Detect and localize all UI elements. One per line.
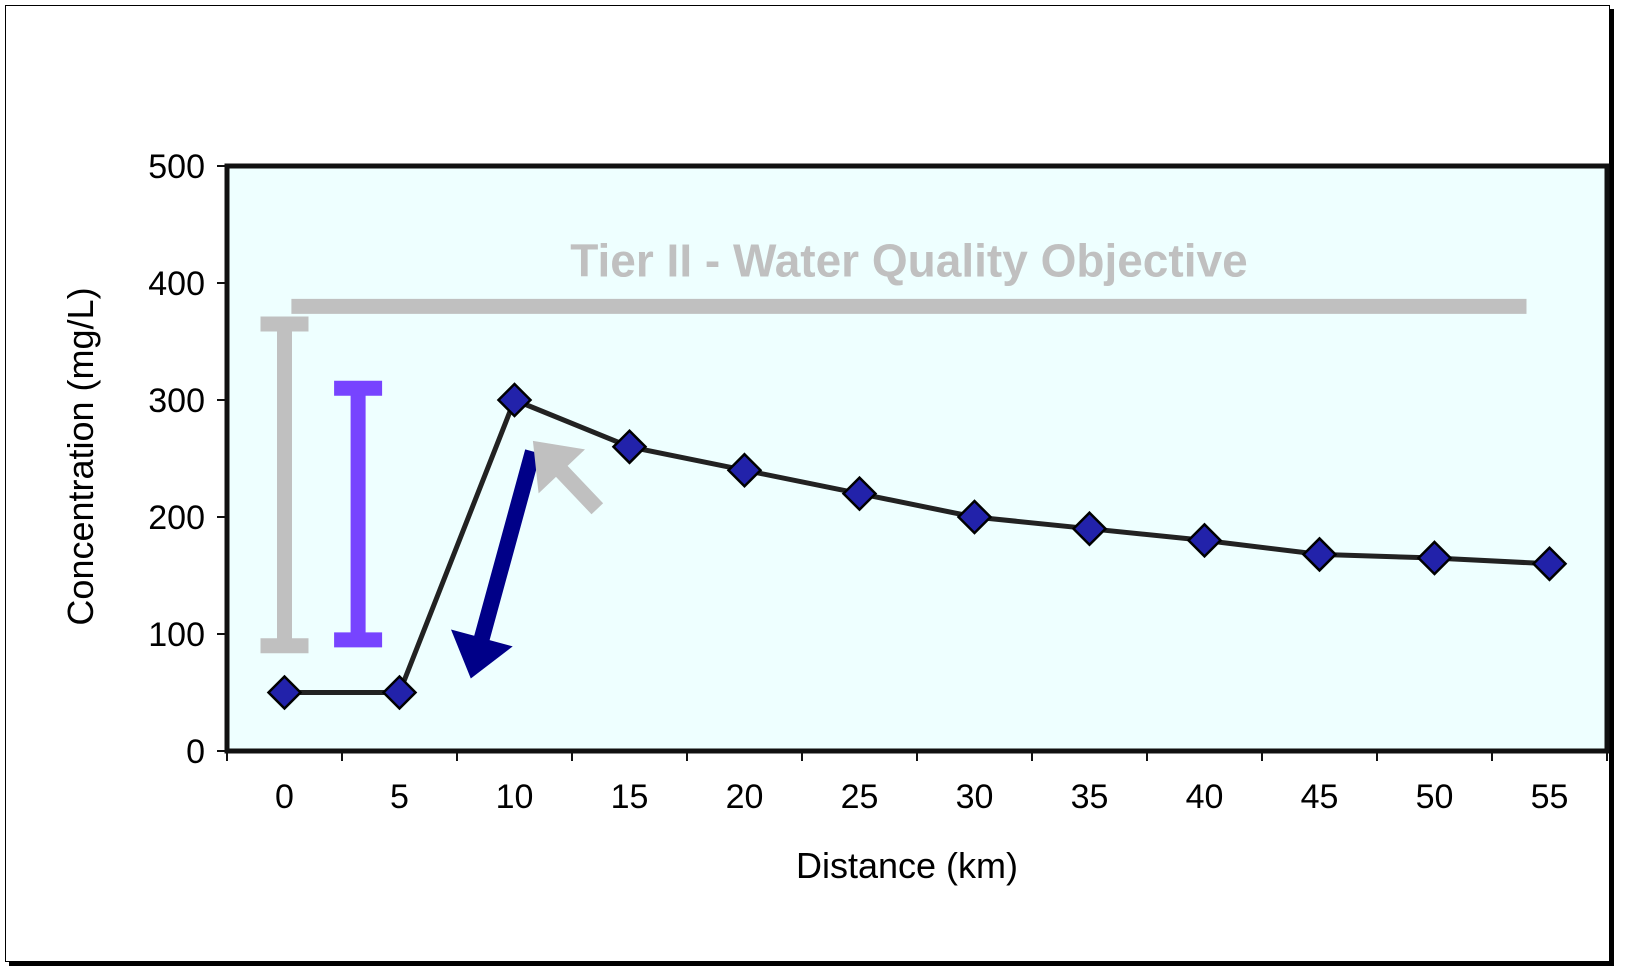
x-tick-label: 15 xyxy=(611,778,649,816)
data-point xyxy=(1416,540,1453,576)
data-point xyxy=(266,674,303,711)
x-tick-label: 20 xyxy=(726,778,764,816)
y-tick-label: 500 xyxy=(148,148,205,186)
data-point xyxy=(841,475,878,512)
y-tick-label: 400 xyxy=(148,265,205,303)
data-point xyxy=(381,674,418,711)
x-tick-label: 5 xyxy=(390,778,409,816)
series-line xyxy=(284,397,1550,695)
range-bar xyxy=(334,380,383,648)
data-point xyxy=(1186,522,1223,559)
x-tick-label: 35 xyxy=(1071,778,1109,816)
x-tick-label: 45 xyxy=(1301,778,1339,816)
data-point xyxy=(611,429,648,465)
annotation-arrow xyxy=(451,449,541,679)
data-point xyxy=(726,452,763,488)
data-point xyxy=(1531,546,1568,582)
data-point xyxy=(1071,510,1108,547)
x-axis-title: Distance (km) xyxy=(796,845,1018,886)
y-tick-label: 300 xyxy=(148,382,205,420)
data-point xyxy=(1301,536,1338,573)
plot-area xyxy=(227,166,1607,751)
data-point xyxy=(956,499,993,535)
objective-label: Tier II - Water Quality Objective xyxy=(570,234,1247,286)
plot-border xyxy=(224,163,1610,754)
y-axis-title: Concentration (mg/L) xyxy=(60,287,101,625)
x-tick-label: 10 xyxy=(496,778,534,816)
y-tick-label: 200 xyxy=(148,499,205,537)
x-tick-label: 25 xyxy=(841,778,879,816)
x-tick-label: 0 xyxy=(275,778,294,816)
y-tick-label: 100 xyxy=(148,616,205,654)
x-tick-label: 30 xyxy=(956,778,994,816)
x-tick-label: 50 xyxy=(1416,778,1454,816)
data-series xyxy=(266,382,1568,711)
x-tick-label: 40 xyxy=(1186,778,1224,816)
range-bar xyxy=(260,316,309,654)
annotation-arrow xyxy=(532,440,604,515)
annotations xyxy=(260,298,1527,679)
tick-labels: 0 100 200 300 400 500 0 5 10 15 20 25 30 35 40 45 50 55 xyxy=(148,148,1568,816)
data-point xyxy=(496,382,533,418)
y-tick-label: 0 xyxy=(186,733,205,771)
x-tick-label: 55 xyxy=(1531,778,1569,816)
